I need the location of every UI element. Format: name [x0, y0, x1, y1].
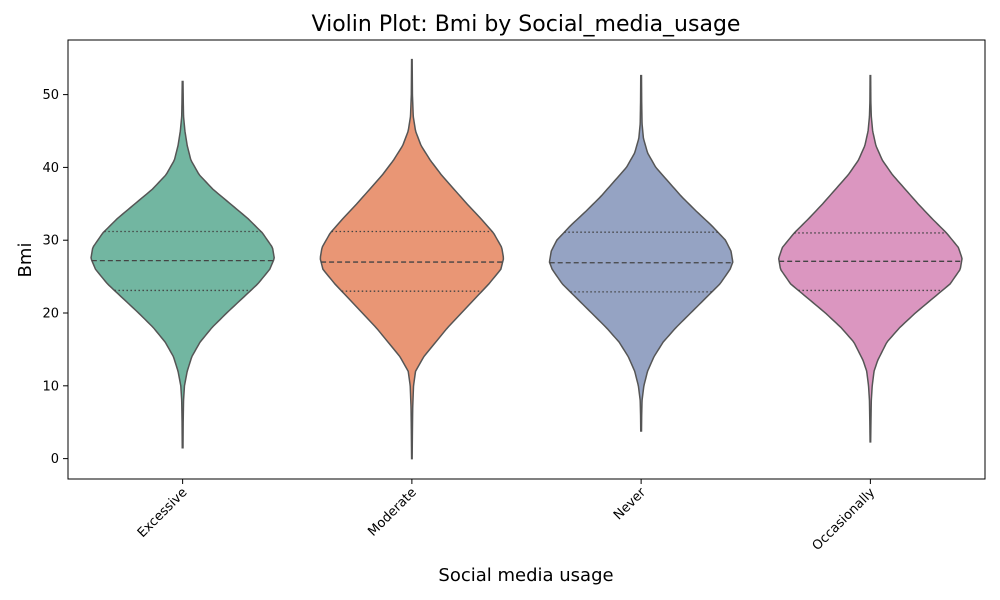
violins-layer: [90, 58, 963, 460]
y-tick-label: 50: [42, 88, 59, 103]
violin-never: [548, 74, 734, 432]
violin-moderate: [319, 58, 505, 460]
chart-title: Violin Plot: Bmi by Social_media_usage: [312, 12, 741, 37]
x-tick-label-moderate: Moderate: [365, 485, 419, 539]
violin-excessive: [90, 80, 275, 449]
y-axis-title: Bmi: [15, 243, 36, 278]
x-axis-ticks: Excessive Moderate Never Occasionally: [135, 479, 879, 554]
plot-frame: [67, 39, 986, 480]
y-tick-label: 20: [42, 307, 59, 322]
y-tick-label: 30: [42, 234, 59, 249]
quartile-lines-layer: [91, 230, 962, 293]
violin-occasionally: [777, 74, 963, 443]
x-tick-label-never: Never: [611, 485, 649, 523]
x-tick-label-occasionally: Occasionally: [810, 485, 879, 554]
y-axis-ticks: 0 10 20 30 40 50: [42, 88, 68, 467]
x-tick-label-excessive: Excessive: [135, 485, 191, 541]
x-axis-title: Social media usage: [438, 565, 613, 586]
y-tick-label: 0: [51, 452, 59, 467]
y-tick-label: 40: [42, 161, 59, 176]
y-tick-label: 10: [42, 379, 59, 394]
